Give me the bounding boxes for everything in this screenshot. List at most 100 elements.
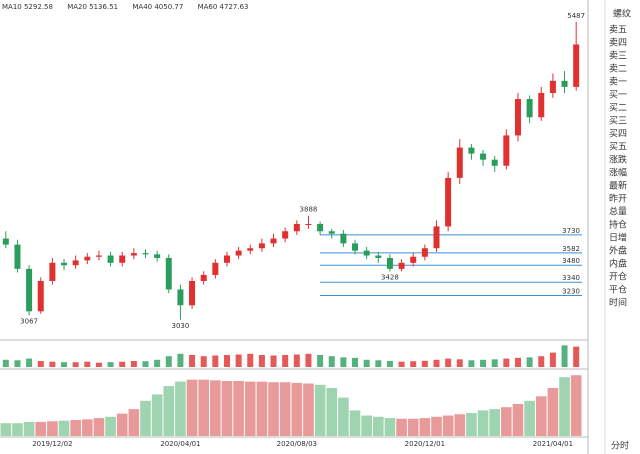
candle-body — [2, 238, 9, 245]
side-label: 总量 — [609, 206, 627, 218]
side-label: 外盘 — [609, 245, 627, 257]
open-interest-bar — [489, 409, 501, 436]
candle-body — [375, 255, 382, 258]
volume-bar — [282, 355, 289, 367]
footer-tab: 分时 — [611, 440, 629, 452]
open-interest-bar — [151, 394, 163, 436]
candle-body — [223, 255, 230, 263]
candle-body — [561, 80, 568, 87]
candle-body — [352, 243, 359, 251]
side-label: 昨开 — [609, 193, 627, 205]
open-interest-bar — [384, 418, 396, 436]
open-interest-bar — [47, 421, 58, 436]
volume-bar — [154, 359, 161, 367]
open-interest-bar — [338, 397, 349, 436]
candle-body — [340, 233, 347, 244]
legend-entry: MA10 5292.58 — [2, 3, 53, 11]
candle-body — [282, 231, 289, 239]
candle-body — [538, 92, 545, 118]
candle-body — [328, 231, 335, 234]
volume-bar — [177, 353, 184, 367]
volume-bar — [119, 361, 126, 367]
volume-bar — [398, 361, 405, 367]
open-interest-bar — [570, 375, 582, 436]
open-interest-bar — [23, 421, 35, 436]
side-label: 卖一 — [609, 77, 627, 88]
open-interest-bar — [186, 379, 198, 436]
x-tick-label: 2020/08/03 — [277, 440, 317, 448]
open-interest-bar — [256, 381, 268, 436]
volume-bar — [26, 358, 33, 367]
candle-body — [235, 250, 242, 256]
volume-bar — [352, 357, 359, 367]
side-label: 卖五 — [609, 25, 627, 36]
candle-body — [177, 289, 184, 306]
open-interest-bar — [535, 396, 547, 436]
volume-bar — [142, 361, 149, 367]
volume-bar — [421, 360, 428, 367]
volume-bar — [14, 360, 21, 367]
candle-body — [456, 147, 463, 178]
open-interest-bar — [372, 416, 384, 436]
volume-bar — [305, 353, 312, 367]
volume-bar — [247, 353, 254, 367]
open-interest-bar — [70, 420, 81, 436]
candle-body — [421, 248, 428, 257]
open-interest-bar — [0, 423, 12, 436]
candle-body — [61, 262, 68, 266]
volume-bar — [72, 362, 79, 367]
open-interest-bar — [442, 415, 454, 436]
volume-bar — [561, 345, 568, 367]
side-label: 日增 — [609, 232, 627, 244]
side-label: 卖四 — [609, 38, 627, 49]
candle-body — [573, 44, 580, 87]
side-label: 开仓 — [609, 271, 627, 283]
side-title: 螺纹 — [613, 8, 631, 20]
volume-bar — [386, 361, 393, 367]
open-interest-bar — [105, 416, 116, 436]
level-label: 3480 — [562, 257, 580, 265]
open-interest-bar — [35, 421, 47, 436]
open-interest-bar — [221, 380, 233, 436]
side-label: 内盘 — [609, 258, 627, 270]
open-interest-bar — [116, 413, 128, 436]
open-interest-bar — [12, 423, 23, 436]
level-label: 3230 — [562, 288, 580, 296]
side-label: 买四 — [609, 129, 627, 140]
price-annotation: 3030 — [172, 322, 190, 330]
candle-body — [95, 255, 102, 257]
volume-bar — [49, 361, 56, 367]
open-interest-bar — [244, 381, 256, 436]
x-tick-label: 2020/12/01 — [405, 440, 445, 448]
volume-bar — [61, 362, 68, 367]
volume-bar — [2, 359, 9, 367]
side-label: 涨幅 — [609, 167, 627, 179]
candle-body — [130, 253, 137, 256]
candle-body — [305, 223, 312, 225]
volume-bar — [107, 362, 114, 367]
legend-entry: MA20 5136.51 — [67, 3, 118, 11]
candle-body — [468, 147, 475, 154]
open-interest-bar — [268, 382, 279, 436]
open-interest-bar — [547, 388, 559, 436]
open-interest-bar — [524, 400, 535, 436]
candle-body — [293, 223, 300, 232]
open-interest-bar — [454, 414, 466, 436]
candle-body — [154, 254, 161, 258]
volume-bar — [165, 356, 172, 367]
side-label: 买三 — [609, 116, 627, 127]
open-interest-bar — [396, 418, 407, 436]
open-interest-bar — [198, 379, 210, 436]
open-interest-bar — [128, 409, 140, 436]
price-annotation: 3888 — [300, 206, 318, 214]
side-panel: 螺纹卖五卖四卖三卖二卖一买一买二买三买四买五涨跌涨幅最新昨开总量持仓日增外盘内盘… — [609, 8, 631, 452]
candle-body — [49, 262, 56, 281]
volume-bar — [480, 359, 487, 367]
volume-bar — [491, 359, 498, 367]
side-label: 涨跌 — [609, 155, 627, 166]
volume-bar — [433, 359, 440, 367]
volume-bar — [538, 356, 545, 367]
x-tick-label: 2021/04/01 — [533, 440, 573, 448]
volume-bar — [503, 358, 510, 367]
open-interest-bar — [512, 404, 524, 436]
